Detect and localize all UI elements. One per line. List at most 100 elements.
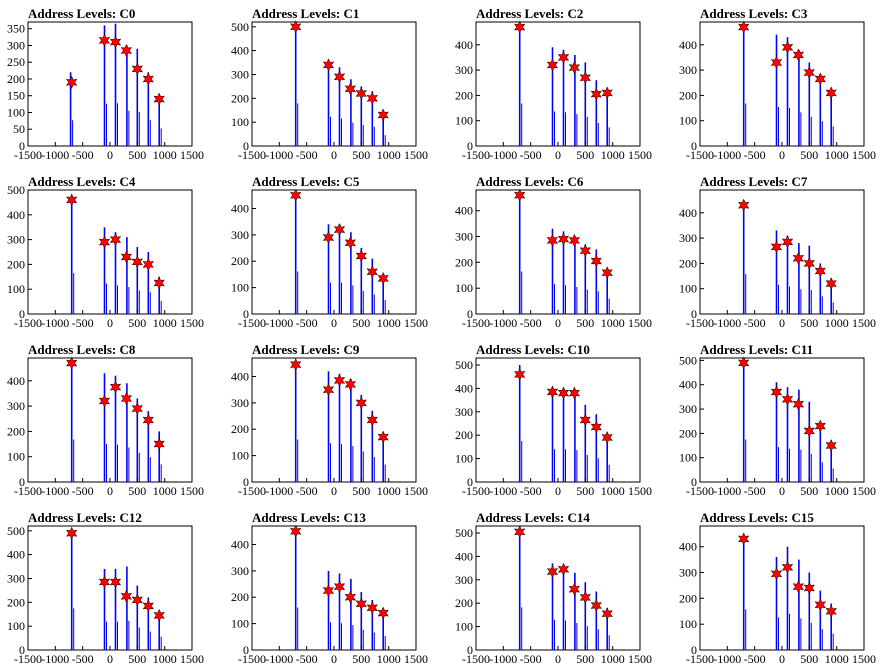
x-tick-label: 1500 [180,148,204,162]
y-tick-label: 400 [231,538,249,552]
x-tick-label: -500 [520,484,542,498]
x-tick-label: 0 [107,148,113,162]
plot-frame [699,357,865,483]
peak-marker [98,235,111,249]
peak-marker [322,230,335,245]
x-tick-label: -1000 [489,652,517,666]
x-tick-label: -1500 [14,148,42,162]
y-tick-label: 200 [679,426,697,440]
x-tick-label: 1500 [404,148,428,162]
peak-marker [289,188,302,202]
peak-marker [601,86,613,100]
y-tick-label: 200 [679,591,697,605]
peak-marker [322,383,335,397]
x-tick-label: 1500 [628,316,652,330]
chart-title: Address Levels: C13 [252,510,366,525]
x-tick-label: -500 [72,148,94,162]
y-tick-label: 300 [7,572,25,586]
y-tick-label: 50 [13,122,25,136]
x-tick-label: -1000 [489,484,517,498]
y-tick-label: 300 [679,566,697,580]
peak-marker [781,40,794,54]
chart-title: Address Levels: C9 [252,342,360,357]
peak-marker [770,385,783,399]
x-tick-label: -1500 [238,148,266,162]
peak-marker [142,257,155,272]
peak-marker [120,391,133,406]
peak-marker [109,232,122,247]
chart-title: Address Levels: C12 [28,510,142,525]
chart-title: Address Levels: C0 [28,6,135,21]
x-tick-label: 0 [779,484,785,498]
y-tick-label: 300 [679,402,697,416]
x-tick-label: 1000 [601,148,625,162]
x-tick-label: 1500 [404,484,428,498]
chart-panel: Address Levels: C10 0 100 200 300 400 500 -1500… [455,342,652,498]
chart-panel: Address Levels: C14 0 100 200 300 400 500 -1500… [455,510,652,666]
peak-marker [557,386,570,400]
x-tick-label: 500 [352,652,370,666]
peak-marker [601,266,613,280]
y-tick-label: 300 [231,564,249,578]
chart-panel: Address Levels: C11 0 100 200 300 400 500 -1500… [679,342,876,498]
peak-marker [131,255,144,269]
peak-marker [98,394,111,408]
plot-frame [251,189,417,315]
chart-panel: Address Levels: C13 0 100 200 300 400 -1500 -10… [231,510,428,666]
x-tick-label: 0 [779,652,785,666]
x-tick-label: 1000 [153,484,177,498]
y-tick-label: 400 [7,208,25,222]
y-tick-label: 200 [231,91,249,105]
x-tick-label: -500 [296,652,318,666]
peak-marker [120,43,133,58]
x-tick-label: -1000 [265,148,293,162]
chart-title: Address Levels: C2 [476,6,583,21]
y-tick-label: 400 [679,206,697,220]
peak-marker [142,413,155,427]
y-tick-label: 300 [679,231,697,245]
x-tick-label: -500 [744,316,766,330]
plot-frame [27,189,193,315]
y-tick-label: 150 [7,89,25,103]
x-tick-label: 0 [555,148,561,162]
y-tick-label: 100 [7,619,25,633]
peak-marker [513,367,526,382]
chart-title: Address Levels: C14 [476,510,590,525]
peak-marker [792,251,805,265]
x-tick-label: -1500 [238,484,266,498]
y-tick-label: 300 [679,63,697,77]
peak-marker [65,526,78,540]
peak-marker [825,438,837,453]
peak-marker [579,244,592,258]
y-tick-label: 100 [7,282,25,296]
peak-marker [65,356,78,370]
y-tick-label: 0 [243,643,249,657]
y-tick-label: 400 [231,44,249,58]
y-tick-label: 400 [7,548,25,562]
peak-marker [579,413,592,427]
chart-panel: Address Levels: C9 0 100 200 300 400 -1500 -100… [231,342,428,498]
x-tick-label: 500 [352,484,370,498]
peak-marker [355,86,368,101]
y-tick-label: 200 [7,257,25,271]
y-tick-label: 0 [467,643,473,657]
peak-marker [792,397,805,411]
x-tick-label: -1000 [41,148,69,162]
peak-marker [377,108,389,122]
peak-marker [770,55,783,70]
chart-panel: Address Levels: C8 0 100 200 300 400 -1500 -100… [7,342,204,498]
y-tick-label: 300 [455,63,473,77]
x-tick-label: -1000 [265,652,293,666]
peak-marker [322,583,335,598]
peak-marker [770,567,783,581]
peak-marker [289,20,302,34]
y-tick-label: 100 [679,114,697,128]
peak-marker [546,564,559,579]
chart-title: Address Levels: C7 [700,174,808,189]
y-tick-label: 0 [691,139,697,153]
plot-frame [475,21,641,147]
peak-marker [109,575,122,589]
y-tick-label: 500 [679,353,697,367]
x-tick-label: 1000 [153,652,177,666]
y-tick-label: 100 [7,450,25,464]
